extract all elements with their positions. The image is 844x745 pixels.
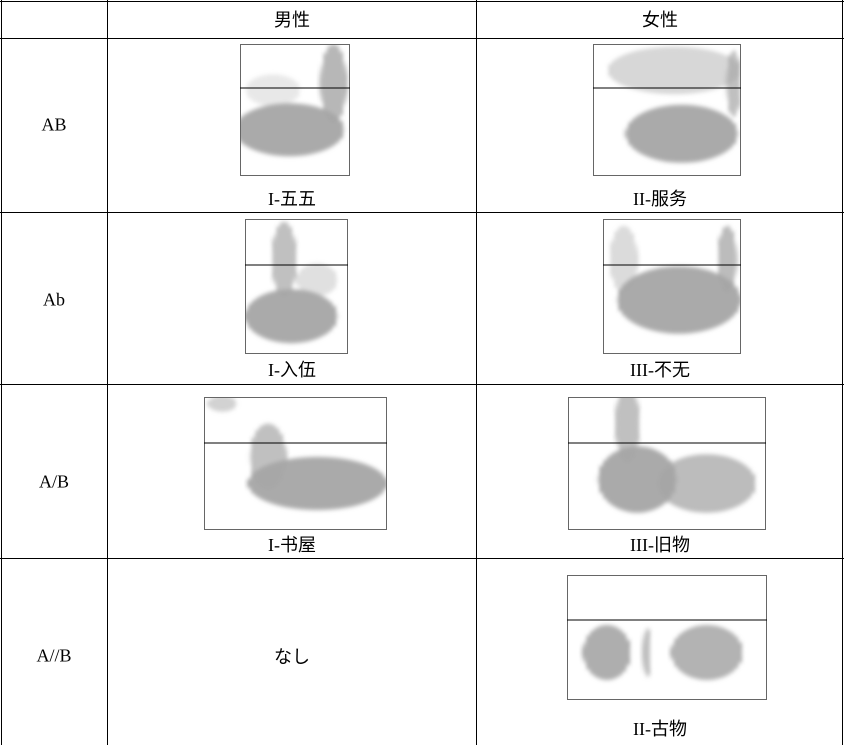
page: 男性 女性 AB I-五五 II-服务 Ab I-入伍 III-不无 A/B I… — [0, 0, 844, 745]
border — [0, 384, 844, 385]
border — [1, 0, 2, 745]
row-label: A//B — [36, 646, 71, 667]
spectrogram-blob — [608, 47, 741, 95]
spectrogram-blob — [657, 454, 756, 513]
spectrogram — [240, 44, 350, 176]
border — [0, 38, 844, 39]
spectrogram-part — [610, 226, 741, 334]
spectrogram-blob — [246, 74, 301, 106]
caption: I-书屋 — [268, 531, 316, 557]
caption: III-不无 — [630, 356, 690, 382]
header-cell: 女性 — [642, 6, 678, 32]
spectrogram-blob — [272, 222, 297, 298]
spectrogram-blob — [250, 424, 287, 491]
border — [0, 558, 844, 559]
spectrogram-part — [598, 397, 756, 513]
caption: II-古物 — [633, 715, 687, 741]
spectrogram-blob — [610, 226, 638, 294]
row-label: AB — [41, 115, 66, 136]
header-cell: 男性 — [274, 6, 310, 32]
spectrogram-part — [240, 44, 347, 156]
spectrogram-blob — [320, 44, 346, 123]
spectrogram-blob — [626, 105, 738, 163]
spectrogram-blob — [643, 628, 651, 678]
spectrogram-blob — [245, 289, 338, 343]
cell-text: なし — [274, 643, 310, 669]
row-label: Ab — [43, 290, 65, 311]
spectrogram — [567, 575, 767, 700]
spectrogram-blob — [297, 264, 338, 296]
caption: III-旧物 — [630, 531, 690, 557]
caption: I-入伍 — [268, 356, 316, 382]
spectrogram-part — [583, 625, 743, 680]
spectrogram-blob — [583, 625, 631, 680]
border — [107, 0, 108, 745]
border — [842, 0, 843, 745]
caption: I-五五 — [268, 185, 316, 211]
spectrogram — [593, 44, 741, 176]
spectrogram-blob — [726, 51, 741, 117]
spectrogram-blob — [718, 226, 737, 294]
spectrogram-part — [208, 397, 387, 510]
spectrogram-blob — [671, 625, 743, 680]
row-label: A/B — [39, 472, 69, 493]
spectrogram-blob — [208, 397, 237, 412]
spectrogram-part — [245, 222, 338, 344]
border — [0, 1, 844, 2]
caption: II-服务 — [633, 185, 687, 211]
border — [0, 212, 844, 213]
spectrogram — [245, 219, 348, 354]
spectrogram — [204, 397, 387, 530]
spectrogram — [568, 397, 766, 530]
spectrogram-part — [608, 47, 741, 163]
spectrogram — [603, 219, 741, 354]
border — [476, 0, 477, 745]
